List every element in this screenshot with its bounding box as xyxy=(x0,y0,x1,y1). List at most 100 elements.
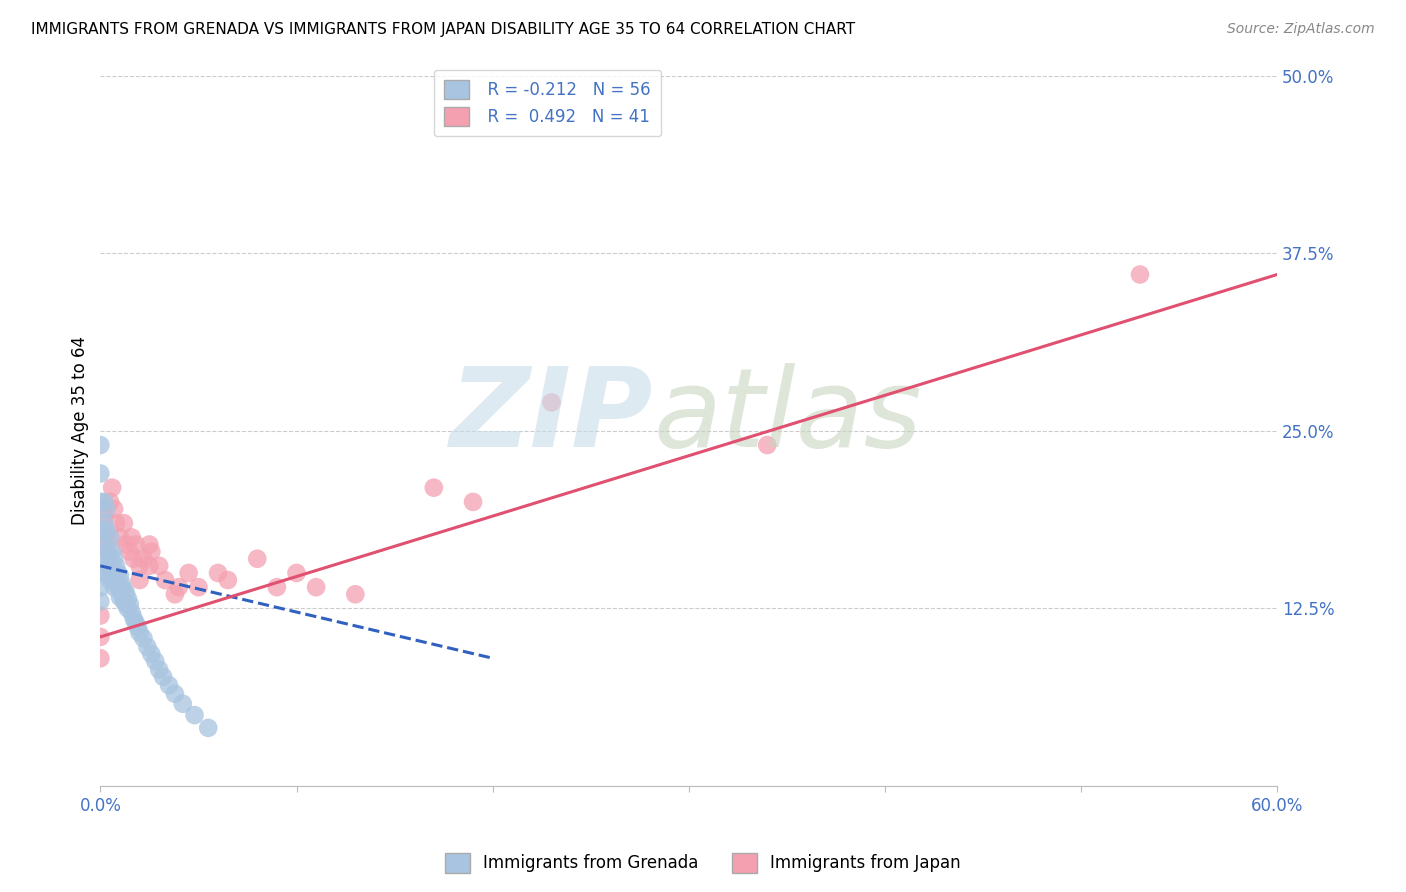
Point xyxy=(89,580,111,594)
Point xyxy=(122,611,145,625)
Point xyxy=(112,594,135,608)
Point xyxy=(108,580,131,594)
Point xyxy=(177,566,200,580)
Point xyxy=(148,663,170,677)
Point xyxy=(461,495,484,509)
Point xyxy=(121,606,143,620)
Point xyxy=(128,625,150,640)
Point xyxy=(118,597,141,611)
Point xyxy=(105,558,128,573)
Point xyxy=(127,620,149,634)
Point xyxy=(344,587,367,601)
Point xyxy=(141,647,163,661)
Point xyxy=(98,530,121,544)
Point xyxy=(157,678,180,692)
Point xyxy=(207,566,229,580)
Point xyxy=(141,544,163,558)
Legend:   R = -0.212   N = 56,   R =  0.492   N = 41: R = -0.212 N = 56, R = 0.492 N = 41 xyxy=(434,70,661,136)
Point xyxy=(89,551,111,566)
Point xyxy=(89,467,111,481)
Point xyxy=(117,601,139,615)
Point xyxy=(148,558,170,573)
Point xyxy=(105,516,128,531)
Point xyxy=(122,551,145,566)
Point xyxy=(187,580,209,594)
Point xyxy=(540,395,562,409)
Point xyxy=(152,670,174,684)
Point xyxy=(132,632,155,646)
Legend: Immigrants from Grenada, Immigrants from Japan: Immigrants from Grenada, Immigrants from… xyxy=(439,847,967,880)
Point xyxy=(89,651,111,665)
Point xyxy=(98,551,121,566)
Point xyxy=(112,582,135,597)
Point xyxy=(107,580,129,594)
Point xyxy=(246,551,269,566)
Point xyxy=(96,544,118,558)
Point xyxy=(96,530,118,544)
Point xyxy=(103,580,125,594)
Point xyxy=(103,551,125,566)
Point xyxy=(108,569,131,583)
Point xyxy=(136,640,159,654)
Point xyxy=(96,502,118,516)
Point xyxy=(93,509,115,524)
Point xyxy=(89,495,111,509)
Point xyxy=(138,558,160,573)
Point xyxy=(103,502,125,516)
Point xyxy=(89,438,111,452)
Point xyxy=(167,580,190,594)
Point xyxy=(108,530,131,544)
Point xyxy=(138,537,160,551)
Point xyxy=(89,630,111,644)
Point xyxy=(101,566,124,580)
Point xyxy=(112,516,135,531)
Point xyxy=(107,566,129,580)
Point xyxy=(108,590,131,604)
Point xyxy=(89,566,111,580)
Point xyxy=(172,697,194,711)
Point xyxy=(423,481,446,495)
Point xyxy=(124,615,146,630)
Point xyxy=(756,438,779,452)
Point xyxy=(217,573,239,587)
Point xyxy=(111,577,134,591)
Point xyxy=(128,558,150,573)
Point xyxy=(97,544,120,558)
Point xyxy=(89,524,111,538)
Point xyxy=(118,544,141,558)
Point xyxy=(101,544,124,558)
Point xyxy=(103,566,125,580)
Point xyxy=(105,573,128,587)
Point xyxy=(96,566,118,580)
Point xyxy=(89,594,111,608)
Point xyxy=(163,587,186,601)
Point xyxy=(98,573,121,587)
Text: IMMIGRANTS FROM GRENADA VS IMMIGRANTS FROM JAPAN DISABILITY AGE 35 TO 64 CORRELA: IMMIGRANTS FROM GRENADA VS IMMIGRANTS FR… xyxy=(31,22,855,37)
Point xyxy=(115,537,138,551)
Point xyxy=(285,566,308,580)
Point xyxy=(163,687,186,701)
Point xyxy=(93,537,115,551)
Point xyxy=(183,708,205,723)
Text: Source: ZipAtlas.com: Source: ZipAtlas.com xyxy=(1227,22,1375,37)
Point xyxy=(124,537,146,551)
Point xyxy=(266,580,288,594)
Point xyxy=(143,654,166,668)
Point xyxy=(111,587,134,601)
Point xyxy=(96,524,118,538)
Point xyxy=(101,481,124,495)
Point xyxy=(1129,268,1152,282)
Text: atlas: atlas xyxy=(654,363,922,470)
Point xyxy=(197,721,219,735)
Point xyxy=(305,580,328,594)
Point xyxy=(128,573,150,587)
Point xyxy=(115,597,138,611)
Text: ZIP: ZIP xyxy=(450,363,654,470)
Point xyxy=(93,516,115,531)
Point xyxy=(97,558,120,573)
Point xyxy=(153,573,176,587)
Point xyxy=(117,591,139,606)
Point xyxy=(93,495,115,509)
Y-axis label: Disability Age 35 to 64: Disability Age 35 to 64 xyxy=(72,336,89,525)
Point xyxy=(132,551,155,566)
